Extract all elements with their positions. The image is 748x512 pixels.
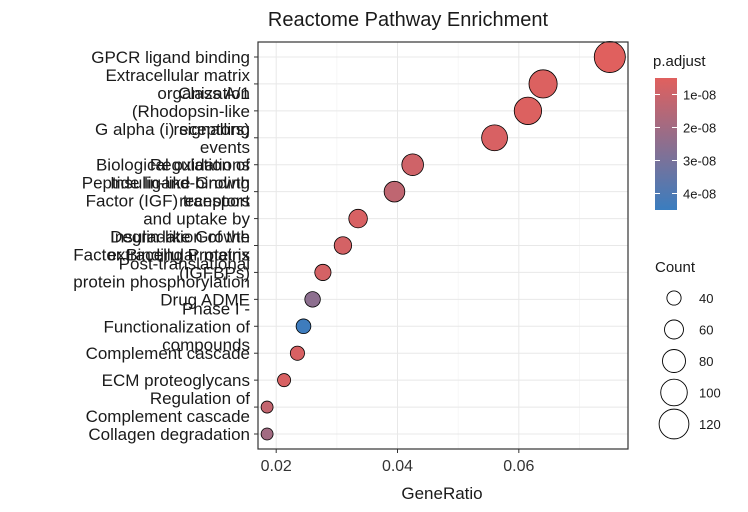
y-tick-label: Biological oxidations bbox=[96, 156, 250, 175]
y-tick-label: Complement cascade bbox=[86, 344, 250, 363]
y-tick-label: Regulation of Complement cascade bbox=[86, 389, 251, 426]
size-legend-label: 120 bbox=[699, 417, 721, 432]
data-point bbox=[513, 96, 543, 125]
y-tick-label: ECM proteoglycans bbox=[102, 371, 250, 390]
size-legend-title: Count bbox=[655, 259, 696, 276]
x-axis-ticks: 0.02 0.04 0.06 bbox=[261, 449, 534, 475]
y-tick-label: GPCR ligand binding bbox=[91, 48, 250, 67]
color-legend-label: 3e-08 bbox=[683, 154, 716, 169]
data-point bbox=[289, 345, 305, 361]
data-point bbox=[277, 373, 292, 388]
y-tick-label: Degradation of the extracellular matrix bbox=[107, 228, 250, 265]
size-legend-key bbox=[660, 378, 688, 407]
size-legend-key bbox=[664, 319, 684, 340]
data-point bbox=[295, 318, 312, 335]
y-tick-label: Post-translational protein phosphorylatio… bbox=[73, 254, 250, 291]
data-point bbox=[593, 41, 626, 73]
size-legend-label: 60 bbox=[699, 323, 713, 338]
color-legend-title: p.adjust bbox=[653, 53, 706, 70]
y-tick-label: Class A/1 (Rhodopsin-like receptors) bbox=[132, 84, 250, 139]
data-point bbox=[481, 124, 508, 152]
x-tick-label: 0.02 bbox=[261, 458, 292, 475]
color-legend-label: 1e-08 bbox=[683, 88, 716, 103]
size-legend-label: 40 bbox=[699, 291, 713, 306]
size-legend-label: 100 bbox=[699, 386, 721, 401]
y-tick-label: Drug ADME bbox=[160, 290, 250, 309]
data-point bbox=[348, 208, 368, 229]
data-point bbox=[383, 180, 406, 203]
y-tick-label: Regulation of Insulin-like Growth Factor (… bbox=[73, 156, 250, 283]
data-point bbox=[260, 427, 274, 441]
data-point bbox=[401, 153, 424, 176]
size-legend-label: 80 bbox=[699, 354, 713, 369]
data-point bbox=[260, 400, 274, 414]
chart-title: Reactome Pathway Enrichment bbox=[268, 9, 549, 31]
y-tick-label: Phase I -Functionalization of compounds bbox=[104, 299, 251, 354]
size-legend-key bbox=[666, 290, 682, 306]
data-point bbox=[528, 69, 558, 99]
x-tick-label: 0.06 bbox=[503, 458, 534, 475]
color-legend: p.adjust 1e-08 2e-08 3e-08 4e-08 bbox=[653, 53, 716, 210]
y-tick-label: Collagen degradation bbox=[88, 425, 250, 444]
y-tick-label: G alpha (i) signalling events bbox=[95, 120, 250, 157]
y-tick-label: Peptide ligand-binding receptors bbox=[82, 174, 250, 211]
color-legend-label: 4e-08 bbox=[683, 187, 716, 202]
y-tick-label: Extracellular matrix organization bbox=[105, 66, 250, 103]
data-point bbox=[314, 263, 332, 281]
x-tick-label: 0.04 bbox=[382, 458, 413, 475]
x-axis-title: GeneRatio bbox=[401, 484, 482, 503]
color-bar bbox=[655, 78, 677, 210]
size-legend-key bbox=[662, 349, 686, 373]
size-legend-key bbox=[658, 408, 690, 440]
data-point bbox=[304, 291, 321, 308]
plot-panel bbox=[257, 41, 629, 450]
data-point bbox=[333, 236, 353, 255]
color-legend-label: 2e-08 bbox=[683, 121, 716, 136]
